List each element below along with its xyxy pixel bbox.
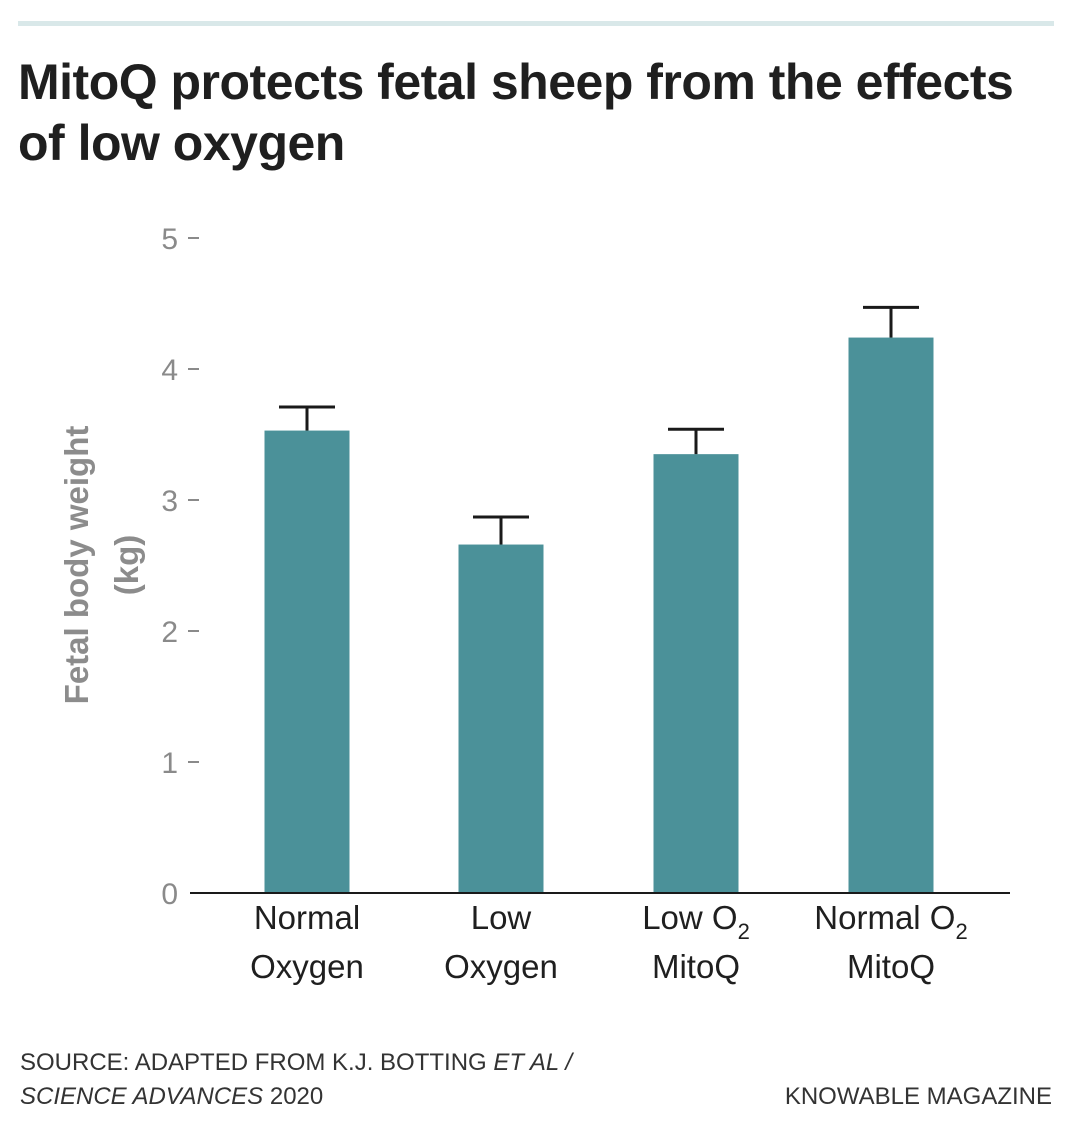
- y-tick-label: 5: [161, 223, 178, 256]
- page-title: MitoQ protects fetal sheep from the effe…: [18, 54, 1014, 171]
- bar: [848, 337, 934, 893]
- y-tick-label: 1: [161, 747, 178, 780]
- publisher-credit: KNOWABLE MAGAZINE: [784, 1083, 1052, 1110]
- x-category-label-line2: MitoQ: [847, 948, 935, 985]
- bar: [653, 454, 739, 893]
- x-category-label-line2: Oxygen: [444, 948, 558, 985]
- bar: [458, 544, 544, 893]
- bar: [264, 430, 350, 893]
- source-year: 2020: [263, 1083, 324, 1110]
- y-tick-label: 3: [161, 485, 178, 518]
- y-tick-label: 0: [161, 878, 178, 911]
- source-prefix: SOURCE: ADAPTED FROM K.J. BOTTING: [20, 1049, 494, 1076]
- source-etal: ET AL /: [493, 1049, 573, 1076]
- source-journal: SCIENCE ADVANCES: [20, 1083, 264, 1110]
- x-category-label: Low: [471, 899, 532, 936]
- y-axis-label: Fetal body weight: [58, 426, 95, 705]
- x-category-label: Normal: [254, 899, 360, 936]
- x-category-label-line2: Oxygen: [250, 948, 364, 985]
- source-credit: SOURCE: ADAPTED FROM K.J. BOTTING ET AL …: [20, 1046, 572, 1114]
- x-category-label: Low O2: [642, 899, 750, 944]
- y-axis-label-unit: (kg): [108, 535, 145, 596]
- top-rule: [18, 21, 1054, 26]
- y-tick-label: 4: [161, 354, 178, 387]
- y-tick-label: 2: [161, 616, 178, 649]
- x-category-label: Normal O2: [814, 899, 967, 944]
- x-category-label-line2: MitoQ: [652, 948, 740, 985]
